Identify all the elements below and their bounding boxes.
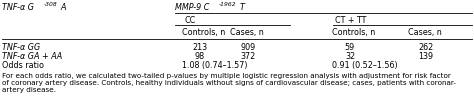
Text: MMP-9 C: MMP-9 C (175, 3, 210, 12)
Text: of coronary artery disease. Controls, healthy individuals without signs of cardi: of coronary artery disease. Controls, he… (2, 79, 456, 85)
Text: -308: -308 (44, 2, 58, 7)
Text: 909: 909 (240, 43, 255, 52)
Text: TNF-α G: TNF-α G (2, 3, 34, 12)
Text: 213: 213 (192, 43, 208, 52)
Text: Controls, n: Controls, n (182, 28, 225, 37)
Text: Controls, n: Controls, n (332, 28, 375, 37)
Text: Odds ratio: Odds ratio (2, 60, 44, 69)
Text: A: A (60, 3, 65, 12)
Text: artery disease.: artery disease. (2, 86, 56, 92)
Text: 98: 98 (195, 52, 205, 60)
Text: Cases, n: Cases, n (230, 28, 264, 37)
Text: 1.08 (0.74–1.57): 1.08 (0.74–1.57) (182, 60, 247, 69)
Text: 372: 372 (240, 52, 255, 60)
Text: -1962: -1962 (219, 2, 237, 7)
Text: 0.91 (0.52–1.56): 0.91 (0.52–1.56) (332, 60, 398, 69)
Text: CT + TT: CT + TT (335, 16, 366, 25)
Text: 262: 262 (419, 43, 434, 52)
Text: 32: 32 (345, 52, 355, 60)
Text: Cases, n: Cases, n (408, 28, 442, 37)
Text: TNF-α GG: TNF-α GG (2, 43, 40, 52)
Text: TNF-α GA + AA: TNF-α GA + AA (2, 52, 62, 60)
Text: 139: 139 (419, 52, 434, 60)
Text: CC: CC (185, 16, 196, 25)
Text: 59: 59 (345, 43, 355, 52)
Text: For each odds ratio, we calculated two-tailed p-values by multiple logistic regr: For each odds ratio, we calculated two-t… (2, 72, 451, 78)
Text: T: T (240, 3, 245, 12)
